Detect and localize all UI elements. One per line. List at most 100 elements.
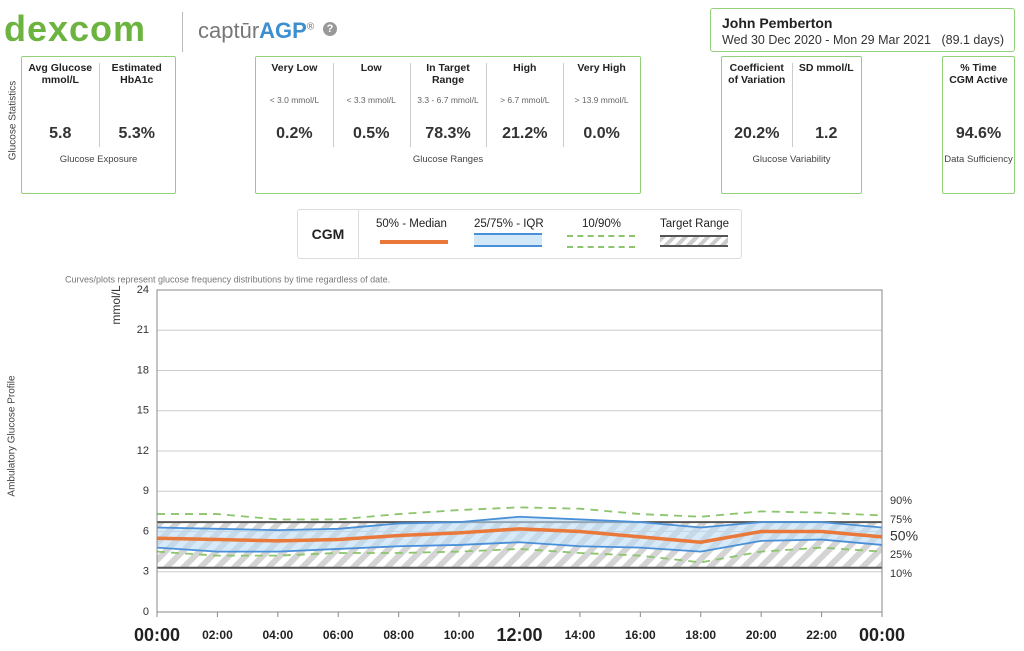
- stat-column: SD mmol/L 1.2: [792, 57, 862, 157]
- stat-range: 3.3 - 6.7 mmol/L: [417, 95, 479, 105]
- x-tick-label: 14:00: [565, 628, 596, 642]
- series-line: [156, 546, 883, 564]
- patient-name: John Pemberton: [722, 15, 833, 31]
- column-divider: [98, 63, 100, 147]
- x-tick-label: 12:00: [496, 625, 542, 645]
- series-line: [156, 515, 883, 532]
- stat-range: > 13.9 mmol/L: [574, 95, 629, 105]
- stat-column: Avg Glucose mmol/L 5.8: [22, 57, 99, 157]
- stat-value: 5.3%: [118, 125, 155, 142]
- column-divider: [486, 63, 488, 147]
- legend-item: 10/90%: [582, 218, 622, 230]
- stat-label: Avg Glucose mmol/L: [28, 62, 93, 86]
- stat-value: 0.0%: [583, 125, 620, 142]
- stat-value: 78.3%: [425, 125, 471, 142]
- product: captūrAGP®: [198, 18, 314, 44]
- stat-value: 5.8: [49, 125, 72, 142]
- stat-label: Very High: [577, 62, 626, 74]
- legend-swatch: [567, 246, 635, 248]
- legend-item: 50% - Median: [376, 218, 447, 230]
- stat-range: < 3.3 mmol/L: [346, 95, 396, 105]
- legend-item: 25/75% - IQR: [474, 218, 544, 230]
- stat-panel: % Time CGM Active 94.6% Data Sufficiency: [942, 56, 1015, 194]
- panel-caption: Data Sufficiency: [944, 154, 1013, 165]
- product-name: AGP: [259, 18, 307, 43]
- stat-value: 1.2: [815, 125, 838, 142]
- plot-frame: [156, 289, 883, 613]
- series-line: [156, 538, 883, 553]
- stat-column: Very Low < 3.0 mmol/L 0.2%: [256, 57, 333, 157]
- stat-panel: Coefficient of Variation 20.2% SD mmol/L 1.…: [721, 56, 862, 194]
- stat-value: 21.2%: [502, 125, 548, 142]
- legend-title: CGM: [298, 210, 359, 258]
- stat-value: 0.2%: [276, 125, 313, 142]
- stat-label: % Time CGM Active: [949, 62, 1008, 86]
- stat-label: In Target Range: [426, 62, 470, 86]
- y-tick-label: 18: [137, 364, 149, 376]
- x-tick-label: 06:00: [323, 628, 354, 642]
- stat-label: Very Low: [271, 62, 318, 74]
- days: (89.1 days): [941, 33, 1004, 47]
- stat-label: Coefficient of Variation: [728, 62, 786, 86]
- stat-label: SD mmol/L: [798, 62, 854, 74]
- stat-panel: Very Low < 3.0 mmol/L 0.2% Low < 3.3 mmol/L 0…: [255, 56, 641, 194]
- y-tick-label: 3: [143, 566, 149, 578]
- stat-value: 0.5%: [352, 125, 390, 142]
- column-divider: [563, 63, 565, 147]
- date-range: Wed 30 Dec 2020 - Mon 29 Mar 2021: [722, 33, 931, 47]
- x-tick-label: 22:00: [806, 628, 837, 642]
- x-tick-label: 00:00: [134, 625, 180, 645]
- x-tick-label: 16:00: [625, 628, 656, 642]
- stat-column: Very High > 13.9 mmol/L 0.0%: [563, 57, 640, 157]
- x-tick-label: 08:00: [383, 628, 414, 642]
- panel-caption: Glucose Variability: [752, 154, 831, 165]
- divider: [182, 12, 183, 52]
- stat-label: Low: [360, 62, 382, 74]
- patient-box: John Pemberton Wed 30 Dec 2020 - Mon 29 …: [710, 8, 1015, 52]
- column-divider: [791, 63, 793, 147]
- y-tick-label: 12: [137, 445, 149, 457]
- x-tick-label: 00:00: [859, 625, 905, 645]
- percentile-label: 25%: [890, 549, 912, 561]
- x-tick-label: 18:00: [685, 628, 716, 642]
- series-line: [157, 506, 883, 521]
- legend: CGM 50% - Median 25/75% - IQR 10/90% Tar…: [297, 209, 742, 259]
- stat-label: Estimated HbA1c: [111, 62, 162, 86]
- product-prefix: captūr: [198, 18, 260, 43]
- stat-column: % Time CGM Active 94.6%: [943, 57, 1014, 157]
- y-axis-label: mmol/L: [109, 285, 123, 325]
- series-line: [156, 527, 883, 544]
- y-tick-label: 0: [143, 606, 149, 618]
- percentile-label: 50%: [890, 528, 918, 544]
- x-tick-label: 10:00: [444, 628, 475, 642]
- stat-value: 94.6%: [955, 125, 1002, 142]
- stat-label: High: [513, 62, 537, 74]
- product-mark: ®: [306, 21, 315, 33]
- stat-range: < 3.0 mmol/L: [269, 95, 320, 105]
- y-tick-label: 9: [143, 485, 149, 497]
- legend-swatch: [567, 235, 635, 237]
- x-tick-label: 02:00: [202, 628, 233, 642]
- y-tick-label: 15: [137, 405, 149, 417]
- column-divider: [409, 63, 411, 147]
- stat-column: In Target Range 3.3 - 6.7 mmol/L 78.3%: [410, 57, 487, 157]
- percentile-label: 10%: [890, 568, 912, 580]
- stat-panel: Avg Glucose mmol/L 5.8 Estimated HbA1c 5.3%…: [21, 56, 176, 194]
- panel-caption: Glucose Exposure: [59, 154, 138, 165]
- section-label: Ambulatory Glucose Profile: [7, 375, 18, 497]
- help-icon[interactable]: ?: [323, 22, 337, 36]
- x-tick-label: 04:00: [262, 628, 293, 642]
- percentile-label: 75%: [890, 514, 912, 526]
- y-tick-label: 6: [143, 525, 149, 537]
- chart-note: Curves/plots represent glucose frequency…: [65, 274, 390, 284]
- logo: dexcom: [4, 8, 147, 49]
- y-tick-label: 24: [137, 284, 149, 296]
- legend-swatch: [474, 233, 542, 247]
- x-tick-label: 20:00: [746, 628, 777, 642]
- panel-caption: Glucose Ranges: [412, 154, 484, 165]
- y-tick-label: 21: [137, 324, 149, 336]
- stat-column: Estimated HbA1c 5.3%: [99, 57, 176, 157]
- column-divider: [332, 63, 334, 147]
- stat-column: High > 6.7 mmol/L 21.2%: [486, 57, 563, 157]
